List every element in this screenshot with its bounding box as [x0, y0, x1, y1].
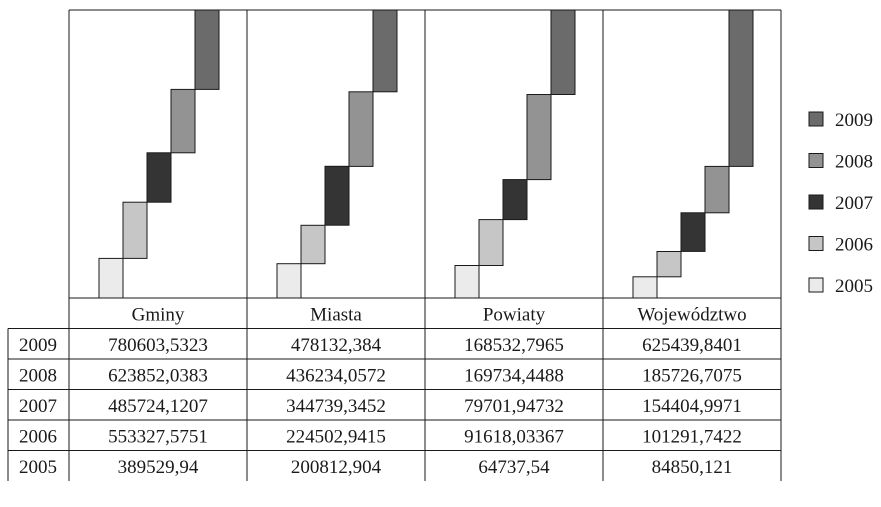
bar-powiaty-2005: [454, 265, 480, 299]
bar-miasta-2009: [372, 9, 398, 93]
cell-2008-miasta: 436234,0572: [286, 365, 386, 386]
bar-gminy-2009: [194, 9, 220, 90]
bar-wojewodztwo-2007: [680, 212, 706, 252]
row-header-2007: 2007: [19, 396, 57, 417]
cell-2005-gminy: 389529,94: [118, 457, 199, 478]
category-label-powiaty: Powiaty: [483, 304, 546, 325]
bar-powiaty-2007: [502, 179, 528, 221]
legend-swatch-2006: [808, 236, 824, 251]
legend-swatch-2007: [808, 194, 824, 210]
legend: 2009 2008 2007 2006 2005: [808, 110, 873, 297]
cell-2005-powiaty: 64737,54: [478, 457, 550, 478]
cell-2009-miasta: 478132,384: [291, 335, 382, 356]
cell-2006-gminy: 553327,5751: [108, 426, 208, 447]
bar-wojewodztwo-2006: [656, 251, 682, 278]
legend-swatch-2009: [808, 111, 824, 127]
bar-gminy-2005: [98, 257, 124, 299]
data-table: Gminy Miasta Powiaty Województwo 2009 780603,…: [19, 304, 747, 478]
cell-2009-wojewodztwo: 625439,8401: [642, 335, 742, 356]
cell-2008-wojewodztwo: 185726,7075: [642, 365, 742, 386]
bar-miasta-2005: [276, 263, 302, 299]
bar-gminy-2006: [122, 201, 148, 259]
bar-wojewodztwo-2009: [728, 9, 754, 167]
cell-2007-wojewodztwo: 154404,9971: [642, 396, 742, 417]
bar-miasta-2008: [348, 91, 374, 167]
legend-label-2009: 2009: [835, 110, 873, 131]
row-header-2006: 2006: [19, 426, 57, 447]
cell-2006-powiaty: 91618,03367: [464, 426, 564, 447]
category-label-miasta: Miasta: [310, 304, 362, 325]
bar-powiaty-2006: [478, 219, 504, 267]
cell-2009-powiaty: 168532,7965: [464, 335, 564, 356]
legend-swatch-2008: [808, 153, 824, 168]
cell-2006-miasta: 224502,9415: [286, 426, 386, 447]
bar-gminy-2007: [146, 152, 172, 203]
cell-2007-powiaty: 79701,94732: [464, 396, 564, 417]
category-label-wojewodztwo: Województwo: [637, 304, 746, 325]
cell-2005-wojewodztwo: 84850,121: [652, 457, 733, 478]
category-label-gminy: Gminy: [132, 304, 185, 325]
bar-gminy-2008: [170, 88, 196, 154]
cell-2006-wojewodztwo: 101291,7422: [642, 426, 742, 447]
cell-2005-miasta: 200812,904: [291, 457, 382, 478]
bar-powiaty-2008: [526, 94, 552, 181]
legend-label-2005: 2005: [835, 276, 873, 297]
row-header-2009: 2009: [19, 335, 57, 356]
legend-label-2007: 2007: [835, 193, 873, 214]
cell-2009-gminy: 780603,5323: [108, 335, 208, 356]
row-header-2005: 2005: [19, 457, 57, 478]
legend-label-2006: 2006: [835, 235, 873, 256]
cell-2007-gminy: 485724,1207: [108, 396, 208, 417]
cell-2007-miasta: 344739,3452: [286, 396, 386, 417]
cell-2008-powiaty: 169734,4488: [464, 365, 564, 386]
legend-swatch-2005: [808, 277, 824, 293]
bar-powiaty-2009: [550, 9, 576, 95]
bar-wojewodztwo-2008: [704, 165, 730, 214]
bars-layer: [98, 9, 754, 299]
legend-label-2008: 2008: [835, 152, 873, 173]
table-gridlines: [7, 9, 782, 481]
bar-miasta-2007: [324, 165, 350, 226]
cell-2008-gminy: 623852,0383: [108, 365, 208, 386]
row-header-2008: 2008: [19, 365, 57, 386]
bar-miasta-2006: [300, 224, 326, 265]
bar-wojewodztwo-2005: [632, 276, 658, 299]
